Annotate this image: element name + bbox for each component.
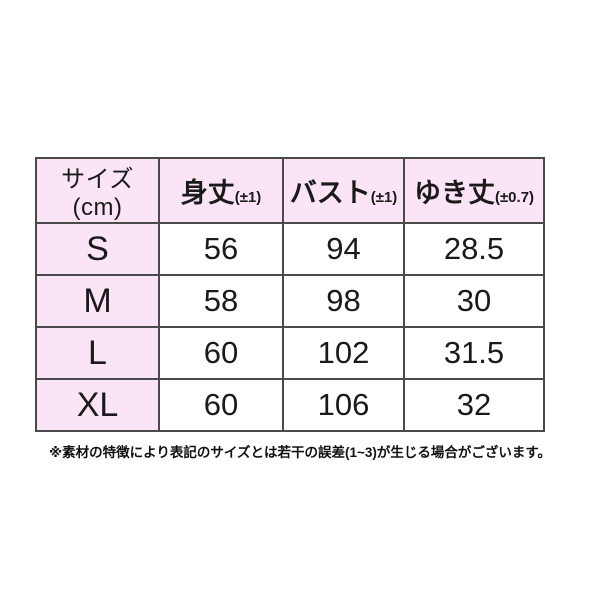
header-size-cm: サイズ(cm) xyxy=(35,157,160,224)
header-bust-tolerance: (±1) xyxy=(370,189,398,206)
header-bust-label: バスト xyxy=(289,178,371,208)
value-l-bust: 102 xyxy=(282,326,405,380)
size-chart-table: サイズ(cm) 身丈(±1) バスト(±1) ゆき丈(±0.7) S 56 94… xyxy=(35,157,545,432)
header-bust: バスト(±1) xyxy=(282,157,405,224)
header-body-length-label: 身丈 xyxy=(180,178,235,208)
value-xl-body-length: 60 xyxy=(158,378,284,432)
value-l-body-length: 60 xyxy=(158,326,284,380)
header-body-length-tolerance: (±1) xyxy=(234,189,262,206)
header-size-cm-label: サイズ(cm) xyxy=(61,166,134,221)
value-m-bust: 98 xyxy=(282,274,405,328)
size-disclaimer-note: ※素材の特徴により表記のサイズとは若干の誤差(1~3)が生じる場合がございます。 xyxy=(49,445,551,460)
size-label-xl: XL xyxy=(35,378,160,432)
table-row-l: L 60 102 31.5 xyxy=(35,326,545,380)
header-sleeve-length: ゆき丈(±0.7) xyxy=(403,157,545,224)
table-row-s: S 56 94 28.5 xyxy=(35,222,545,276)
value-m-sleeve: 30 xyxy=(403,274,545,328)
value-s-sleeve: 28.5 xyxy=(403,222,545,276)
table-row-m: M 58 98 30 xyxy=(35,274,545,328)
header-sleeve-length-label: ゆき丈 xyxy=(413,178,495,208)
size-label-l: L xyxy=(35,326,160,380)
header-sleeve-length-tolerance: (±0.7) xyxy=(494,189,535,206)
value-s-body-length: 56 xyxy=(158,222,284,276)
value-s-bust: 94 xyxy=(282,222,405,276)
value-l-sleeve: 31.5 xyxy=(403,326,545,380)
size-label-m: M xyxy=(35,274,160,328)
value-xl-sleeve: 32 xyxy=(403,378,545,432)
table-header-row: サイズ(cm) 身丈(±1) バスト(±1) ゆき丈(±0.7) xyxy=(35,157,545,224)
header-body-length: 身丈(±1) xyxy=(158,157,284,224)
value-xl-bust: 106 xyxy=(282,378,405,432)
size-label-s: S xyxy=(35,222,160,276)
value-m-body-length: 58 xyxy=(158,274,284,328)
table-row-xl: XL 60 106 32 xyxy=(35,378,545,432)
